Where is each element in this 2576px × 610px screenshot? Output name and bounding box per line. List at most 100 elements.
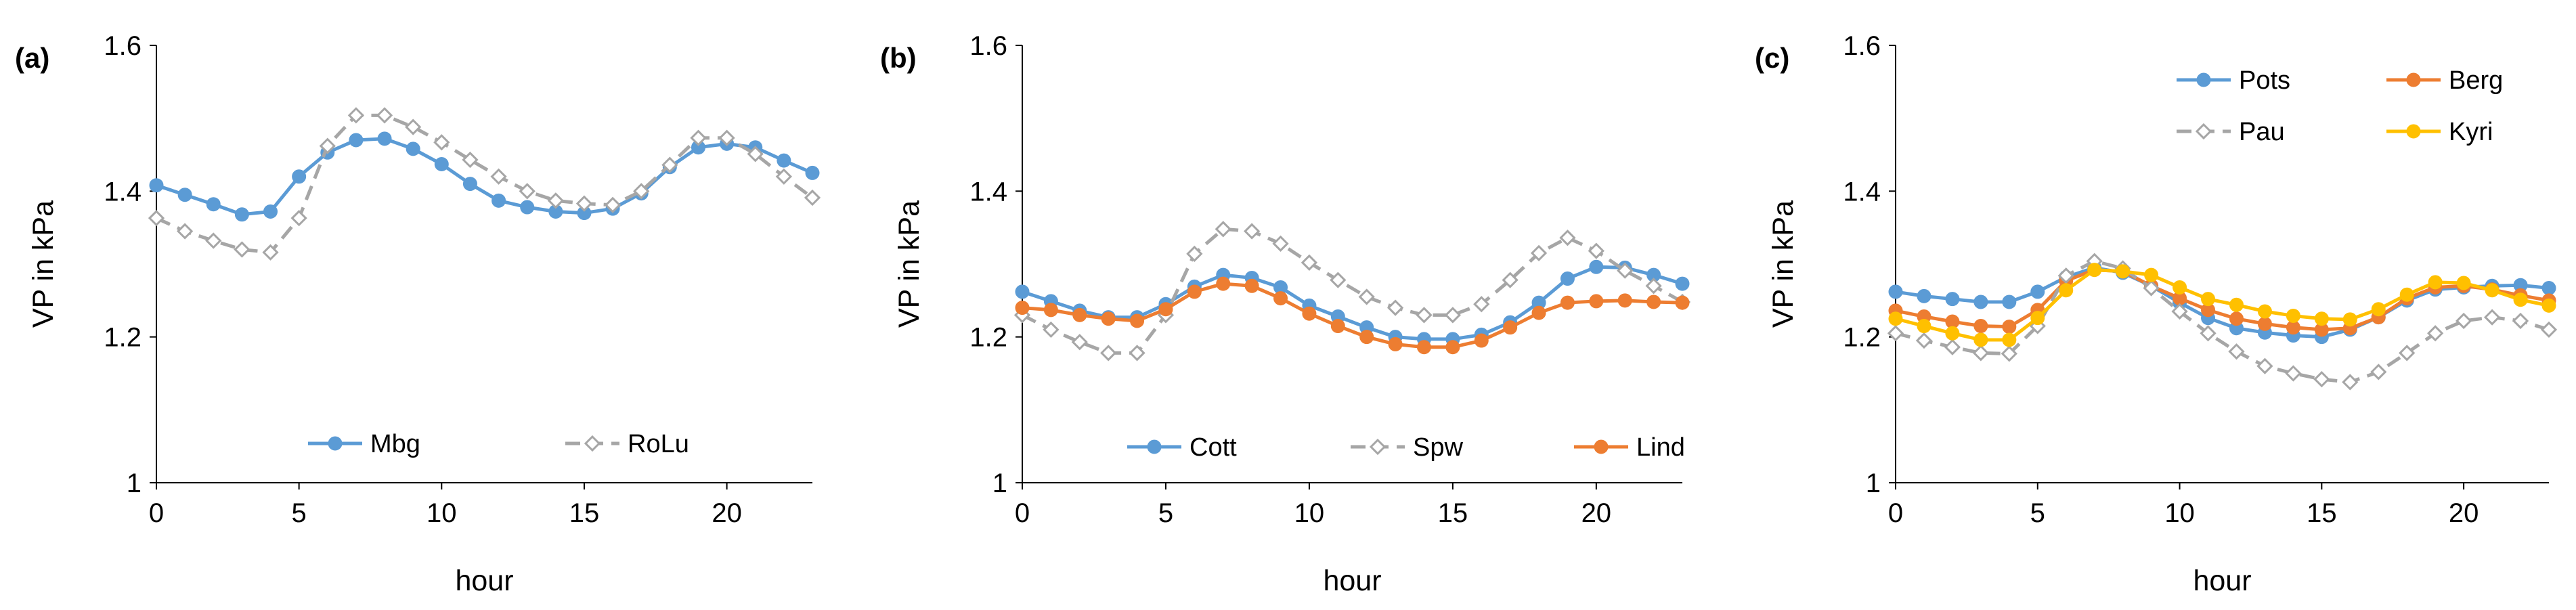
data-point-berg: [2229, 311, 2244, 326]
data-point-lind: [1273, 291, 1288, 306]
legend-marker-kyri: [2406, 124, 2421, 139]
data-point-berg: [2002, 320, 2017, 334]
x-tick-label: 0: [1015, 498, 1030, 528]
legend-label-mbg: Mbg: [370, 430, 420, 458]
series-line-kyri: [1895, 268, 2550, 342]
chart-panel-a: (a) 1 1.2 1.4 1.6 0 5 10 15 20 hour VP in kPa Mbg RoL…: [15, 31, 821, 597]
data-point-rolu: [519, 183, 536, 200]
data-point-spw: [1043, 321, 1060, 339]
x-tick-label: 20: [1581, 498, 1612, 528]
data-point-pau: [1944, 339, 1961, 355]
data-point-rolu: [690, 129, 707, 146]
legend: Mbg RoLu: [308, 430, 689, 458]
y-tick-label: 1: [127, 469, 141, 498]
data-point-lind: [1589, 294, 1604, 309]
data-point-mbg: [434, 156, 449, 171]
data-point-kyri: [1973, 332, 1988, 347]
data-point-rolu: [775, 168, 792, 185]
legend-marker-cott: [1147, 439, 1162, 454]
series-spw: [1013, 221, 1691, 362]
data-point-mbg: [805, 165, 820, 180]
data-point-pau: [2001, 345, 2017, 362]
data-point-cott: [1560, 271, 1575, 286]
data-point-spw: [1530, 244, 1548, 261]
series-line-mbg: [156, 137, 813, 217]
data-point-rolu: [290, 210, 307, 227]
data-point-pau: [2256, 357, 2273, 374]
panel-label: (c): [1755, 42, 1789, 74]
data-point-pau: [2427, 325, 2444, 342]
data-point-spw: [1387, 299, 1404, 316]
data-point-mbg: [492, 193, 506, 208]
series-mbg: [149, 131, 820, 222]
data-point-cott: [1015, 284, 1030, 299]
panel-label: (a): [15, 42, 49, 74]
data-point-pau: [2057, 267, 2074, 284]
data-point-lind: [1646, 295, 1661, 309]
legend-item-pots: Pots: [2177, 66, 2290, 95]
data-point-pau: [2399, 345, 2416, 362]
data-point-mbg: [377, 131, 392, 146]
legend-item-kyri: Kyri: [2386, 118, 2493, 146]
data-point-pots: [2002, 295, 2017, 309]
data-point-kyri: [2087, 263, 2102, 278]
data-point-rolu: [177, 223, 194, 240]
data-point-kyri: [2485, 283, 2499, 298]
data-point-mbg: [149, 178, 164, 193]
y-tick-label: 1.2: [1843, 323, 1881, 353]
y-tick-label: 1.6: [104, 31, 141, 61]
data-point-spw: [1645, 278, 1662, 295]
data-point-kyri: [1888, 311, 1903, 326]
legend-marker-mbg: [328, 436, 343, 451]
data-point-pots: [1888, 284, 1903, 299]
data-point-kyri: [2371, 302, 2386, 317]
data-point-spw: [1588, 242, 1604, 259]
series-line-lind: [1022, 282, 1683, 349]
x-tick-label: 10: [2164, 498, 2195, 528]
data-point-kyri: [2030, 311, 2045, 326]
data-point-pots: [1945, 292, 1960, 307]
legend-label-pau: Pau: [2239, 118, 2285, 146]
data-point-lind: [1244, 278, 1259, 293]
data-point-spw: [1244, 223, 1261, 240]
y-tick-label: 1.4: [969, 177, 1007, 206]
data-point-spw: [1186, 245, 1203, 263]
data-point-rolu: [405, 118, 422, 135]
data-point-kyri: [2286, 308, 2300, 323]
data-point-kyri: [2144, 267, 2159, 282]
legend-marker-pots: [2196, 72, 2211, 87]
data-point-rolu: [319, 137, 336, 154]
series-line-spw: [1021, 227, 1684, 355]
series-pau: [1887, 253, 2558, 391]
data-point-rolu: [575, 195, 593, 212]
data-point-rolu: [347, 107, 365, 124]
legend-label-kyri: Kyri: [2449, 118, 2493, 146]
x-tick-label: 5: [1158, 498, 1173, 528]
data-point-mbg: [406, 141, 420, 156]
data-point-pots: [2541, 281, 2556, 296]
data-point-lind: [1503, 320, 1518, 335]
x-tick-label: 20: [2449, 498, 2479, 528]
data-point-pau: [2200, 325, 2217, 342]
data-point-kyri: [2314, 311, 2329, 326]
data-point-pau: [2143, 280, 2160, 297]
data-point-kyri: [2173, 280, 2187, 295]
x-tick-label: 0: [149, 498, 164, 528]
data-point-kyri: [2342, 312, 2357, 327]
chart-panel-b: (b) 1 1.2 1.4 1.6 0 5 10 15 20 hour VP in kPa Cott Sp…: [880, 31, 1691, 597]
legend-marker-rolu: [584, 435, 601, 452]
legend-item-spw: Spw: [1351, 433, 1463, 462]
data-point-spw: [1502, 271, 1519, 288]
data-point-kyri: [2257, 304, 2272, 319]
series-line-berg: [1895, 268, 2550, 332]
data-point-pau: [2370, 364, 2387, 380]
legend: Cott Spw Lind: [1127, 433, 1685, 462]
series-rolu: [148, 107, 821, 261]
legend-item-mbg: Mbg: [308, 430, 420, 458]
data-point-rolu: [148, 210, 165, 227]
x-axis-title: hour: [1323, 565, 1381, 597]
legend: Pots Berg Pau Kyri: [2177, 66, 2503, 146]
chart-panel-c: (c) 1 1.2 1.4 1.6 0 5 10 15 20 hour VP in kPa Pots Be…: [1755, 31, 2558, 597]
data-point-lind: [1474, 333, 1489, 348]
